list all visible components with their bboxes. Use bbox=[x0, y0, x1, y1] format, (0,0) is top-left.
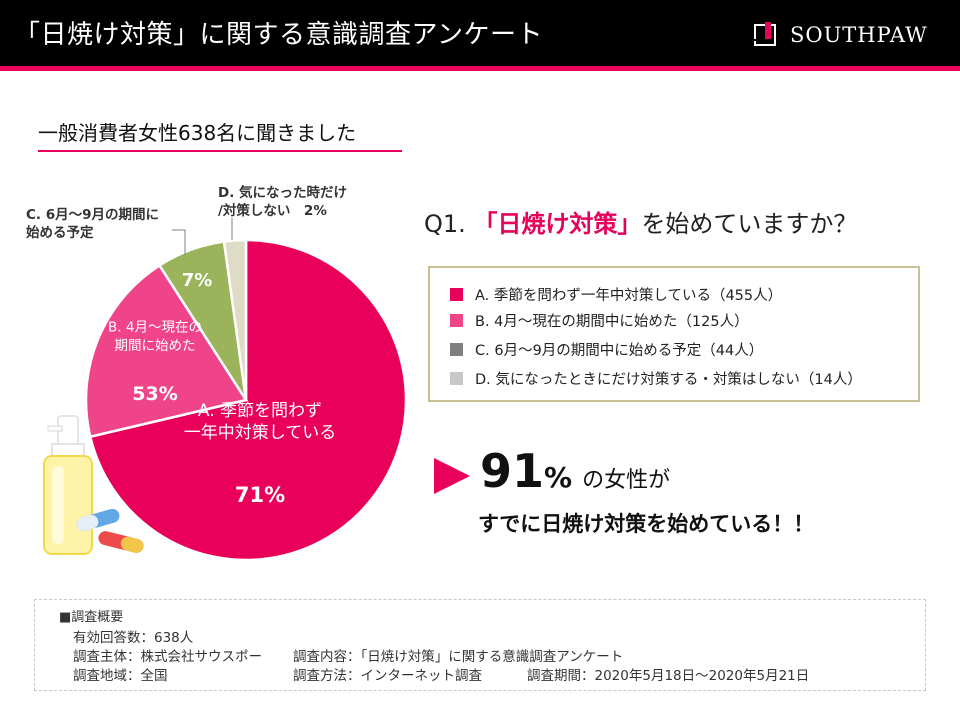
callout-d: D. 気になった時だけ /対策しない 2% bbox=[218, 184, 347, 220]
survey-period: 調査期間：2020年5月18日～2020年5月21日 bbox=[527, 668, 810, 684]
sunscreen-bottle-illustration bbox=[43, 415, 144, 555]
question-prefix: Q1. bbox=[424, 210, 466, 238]
brand-name: SOUTHPAW bbox=[790, 23, 928, 47]
pie-slice-b bbox=[84, 263, 249, 439]
slice-label-a-1: A. 季節を問わず bbox=[198, 401, 322, 421]
question-suffix: を始めていますか？ bbox=[641, 210, 858, 238]
survey-region: 調査地域：全国 bbox=[73, 668, 168, 684]
highlight-conclusion: すでに日焼け対策を始めている！！ bbox=[478, 512, 815, 536]
legend-label-d: D. 気になったときにだけ対策する・対策はしない（14人） bbox=[475, 371, 862, 388]
survey-content: 調査内容：「日焼け対策」に関する意識調査アンケート bbox=[293, 649, 624, 665]
header-accent-rule bbox=[0, 66, 960, 71]
legend-item-d: D. 気になったときにだけ対策する・対策はしない（14人） bbox=[450, 368, 862, 388]
subtitle-underline bbox=[38, 150, 402, 152]
legend-label-b: B. 4月～現在の期間中に始めた（125人） bbox=[475, 313, 749, 330]
question-title: Q1. 「日焼け対策」を始めていますか？ bbox=[424, 204, 857, 239]
pie-slice-d bbox=[222, 238, 248, 401]
question-highlight: 「日焼け対策」 bbox=[473, 210, 642, 238]
survey-subtitle: 一般消費者女性638名に聞きました bbox=[38, 121, 357, 145]
callout-c: C. 6月～9月の期間に 始める予定 bbox=[26, 206, 159, 242]
slice-pct-c: 7% bbox=[182, 270, 213, 291]
legend-label-a: A. 季節を問わず一年中対策している（455人） bbox=[475, 287, 783, 304]
legend-item-b: B. 4月～現在の期間中に始めた（125人） bbox=[450, 310, 749, 330]
slice-pct-a: 71% bbox=[235, 483, 285, 507]
legend-label-c: C. 6月～9月の期間中に始める予定（44人） bbox=[475, 342, 764, 359]
pie-slice-a bbox=[88, 238, 408, 562]
slice-label-a-2: 一年中対策している bbox=[184, 423, 337, 443]
header-bar: 「日焼け対策」に関する意識調査アンケート SOUTHPAW bbox=[0, 0, 960, 66]
legend-swatch-d bbox=[450, 371, 463, 385]
highlight-text: の女性が bbox=[582, 468, 671, 493]
brand-logo-icon bbox=[752, 22, 776, 46]
highlight-number: 91 bbox=[480, 444, 545, 498]
slice-pct-b: 53% bbox=[132, 383, 177, 405]
callout-leader-c bbox=[172, 229, 186, 255]
legend-item-a: A. 季節を問わず一年中対策している（455人） bbox=[450, 284, 782, 304]
page-title: 「日焼け対策」に関する意識調査アンケート bbox=[14, 20, 543, 50]
callout-d-line-1: D. 気になった時だけ bbox=[218, 185, 348, 201]
legend-swatch-c bbox=[450, 342, 463, 356]
highlight-percent: % bbox=[544, 461, 573, 494]
callout-c-line-2: 始める予定 bbox=[26, 225, 94, 241]
slice-label-b-1: B. 4月～現在の bbox=[108, 320, 202, 336]
survey-method: 調査方法：インターネット調査 bbox=[293, 668, 482, 684]
highlight-stat: 91% の女性が bbox=[480, 444, 670, 498]
survey-sponsor: 調査主体：株式会社サウスポー bbox=[73, 649, 262, 665]
slice-label-b-2: 期間に始めた bbox=[115, 338, 196, 354]
callout-d-line-2: /対策しない 2% bbox=[218, 203, 327, 219]
legend-swatch-b bbox=[450, 313, 463, 327]
callout-c-line-1: C. 6月～9月の期間に bbox=[26, 207, 160, 223]
legend-box: A. 季節を問わず一年中対策している（455人） B. 4月～現在の期間中に始め… bbox=[428, 266, 920, 402]
legend-item-c: C. 6月～9月の期間中に始める予定（44人） bbox=[450, 339, 763, 359]
survey-respondents: 有効回答数：638人 bbox=[73, 630, 194, 646]
triangle-right-icon bbox=[434, 458, 470, 494]
survey-summary-box: ■調査概要 有効回答数：638人 調査主体：株式会社サウスポー 調査内容：「日焼… bbox=[34, 599, 926, 691]
survey-title: ■調査概要 bbox=[59, 610, 124, 625]
legend-swatch-a bbox=[450, 287, 463, 301]
